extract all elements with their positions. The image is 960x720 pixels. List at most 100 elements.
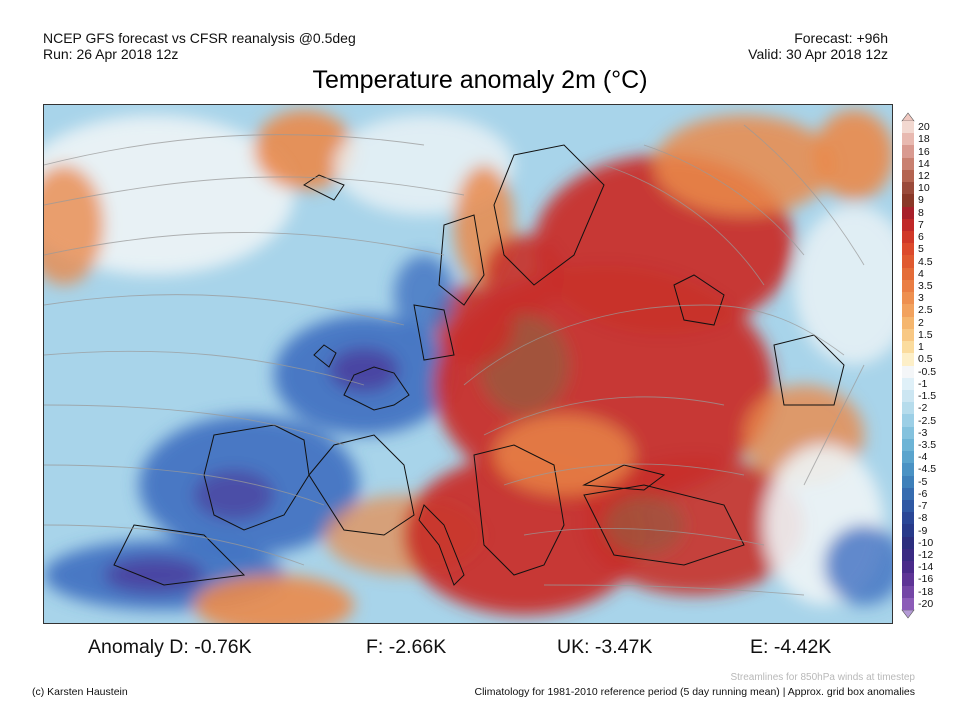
colorbar-cell bbox=[902, 267, 914, 281]
coastlines bbox=[113, 144, 845, 586]
colorbar-cell bbox=[902, 389, 914, 403]
colorbar-tick-label: -5 bbox=[918, 475, 928, 488]
colorbar-cell bbox=[902, 377, 914, 391]
colorbar-cell bbox=[902, 243, 914, 256]
colorbar-tick-label: -0.5 bbox=[918, 365, 937, 378]
colorbar-tick-label: 16 bbox=[918, 145, 930, 158]
valid-time: Valid: 30 Apr 2018 12z bbox=[748, 46, 888, 62]
colorbar-tick-label: -16 bbox=[918, 573, 934, 586]
colorbar-cell bbox=[902, 426, 914, 440]
colorbar-cell bbox=[902, 133, 914, 146]
colorbar-tick-label: -14 bbox=[918, 561, 934, 574]
colorbar-cell bbox=[902, 145, 914, 159]
colorbar-tick-label: -1.5 bbox=[918, 390, 937, 403]
colorbar-cell bbox=[902, 231, 914, 244]
colorbar-tick-label: -4 bbox=[918, 451, 928, 464]
colorbar-cell bbox=[902, 169, 914, 183]
colorbar-tick-label: 12 bbox=[918, 170, 930, 182]
colorbar-cell bbox=[902, 438, 914, 452]
colorbar-cell bbox=[902, 341, 914, 354]
colorbar-tick-label: -3 bbox=[918, 426, 928, 439]
colorbar-cell bbox=[902, 292, 914, 305]
colorbar-cell bbox=[902, 487, 914, 501]
wind-streamlines bbox=[44, 124, 865, 596]
colorbar-tick-label: 4.5 bbox=[918, 255, 933, 268]
colorbar-tick-label: -10 bbox=[918, 536, 934, 549]
colorbar-tick-label: -3.5 bbox=[918, 438, 937, 451]
colorbar-tick-label: 8 bbox=[918, 206, 924, 219]
colorbar-cell bbox=[902, 573, 914, 587]
colorbar-cell bbox=[902, 499, 914, 513]
colorbar-tick-label: 10 bbox=[918, 182, 930, 195]
colorbar-cell bbox=[902, 475, 914, 489]
colorbar-tick-label: -1 bbox=[918, 377, 928, 390]
colorbar-cell bbox=[902, 451, 914, 464]
forecast-lead: Forecast: +96h bbox=[794, 30, 888, 46]
colorbar-tick-label: -2 bbox=[918, 402, 928, 415]
anomaly-map-graphic bbox=[44, 105, 892, 623]
colorbar-tick-label: -7 bbox=[918, 500, 928, 513]
colorbar-cell bbox=[902, 402, 914, 415]
colorbar-cell bbox=[902, 365, 914, 379]
colorbar-cell bbox=[902, 157, 914, 171]
model-description: NCEP GFS forecast vs CFSR reanalysis @0.… bbox=[43, 30, 356, 46]
colorbar-cell bbox=[902, 304, 914, 318]
colorbar-cell bbox=[902, 414, 914, 428]
colorbar-tick-label: -12 bbox=[918, 548, 934, 561]
colorbar-tick-label: -18 bbox=[918, 585, 934, 598]
anomaly-spain: E: -4.42K bbox=[750, 636, 832, 658]
colorbar-tick-label: 0.5 bbox=[918, 353, 933, 366]
colorbar-cell bbox=[902, 561, 914, 574]
run-time: Run: 26 Apr 2018 12z bbox=[43, 46, 179, 62]
colorbar-tick-label: -4.5 bbox=[918, 463, 937, 476]
colorbar-tick-label: -6 bbox=[918, 487, 928, 500]
anomaly-uk: UK: -3.47K bbox=[557, 636, 653, 658]
colorbar-cell bbox=[902, 121, 914, 134]
colorbar-cell bbox=[902, 524, 914, 538]
colorbar-cell bbox=[902, 597, 914, 611]
colorbar-tick-label: 1.5 bbox=[918, 328, 933, 341]
colorbar bbox=[902, 121, 914, 611]
colorbar-tick-label: 14 bbox=[918, 157, 930, 170]
colorbar-tick-label: 20 bbox=[918, 121, 930, 134]
streamlines-note: Streamlines for 850hPa winds at timestep bbox=[730, 672, 915, 683]
colorbar-cell bbox=[902, 328, 914, 342]
credit: (c) Karsten Haustein bbox=[32, 686, 128, 698]
colorbar-tick-label: 2.5 bbox=[918, 304, 933, 317]
climatology-note: Climatology for 1981-2010 reference peri… bbox=[474, 686, 915, 698]
colorbar-cell bbox=[902, 512, 914, 525]
colorbar-cell bbox=[902, 255, 914, 269]
colorbar-cell bbox=[902, 279, 914, 293]
colorbar-tick-label: 3.5 bbox=[918, 280, 933, 293]
anomaly-france: F: -2.66K bbox=[366, 636, 447, 658]
anomaly-map bbox=[43, 104, 893, 624]
colorbar-tick-label: 6 bbox=[918, 231, 924, 244]
colorbar-cell bbox=[902, 548, 914, 562]
colorbar-cell bbox=[902, 463, 914, 477]
colorbar-cell bbox=[902, 194, 914, 208]
colorbar-tick-label: 2 bbox=[918, 316, 924, 329]
map-title: Temperature anomaly 2m (°C) bbox=[312, 66, 648, 94]
colorbar-tick-label: 5 bbox=[918, 243, 924, 256]
colorbar-max-arrow bbox=[901, 112, 915, 122]
colorbar-cell bbox=[902, 182, 914, 195]
colorbar-cell bbox=[902, 585, 914, 599]
colorbar-tick-label: -9 bbox=[918, 524, 928, 537]
colorbar-cell bbox=[902, 353, 914, 366]
colorbar-tick-label: 18 bbox=[918, 133, 930, 146]
colorbar-tick-label: 4 bbox=[918, 267, 924, 280]
colorbar-cell bbox=[902, 206, 914, 220]
colorbar-tick-label: -8 bbox=[918, 512, 928, 525]
colorbar-cell bbox=[902, 218, 914, 232]
colorbar-tick-label: 7 bbox=[918, 218, 924, 231]
colorbar-cell bbox=[902, 316, 914, 330]
colorbar-tick-label: -20 bbox=[918, 597, 934, 610]
anomaly-fields bbox=[44, 110, 892, 623]
colorbar-tick-label: -2.5 bbox=[918, 414, 937, 427]
anomaly-germany: Anomaly D: -0.76K bbox=[88, 636, 252, 658]
colorbar-cell bbox=[902, 536, 914, 550]
colorbar-tick-label: 3 bbox=[918, 292, 924, 305]
colorbar-tick-label: 1 bbox=[918, 341, 924, 354]
colorbar-min-arrow bbox=[901, 609, 915, 619]
colorbar-tick-label: 9 bbox=[918, 194, 924, 207]
